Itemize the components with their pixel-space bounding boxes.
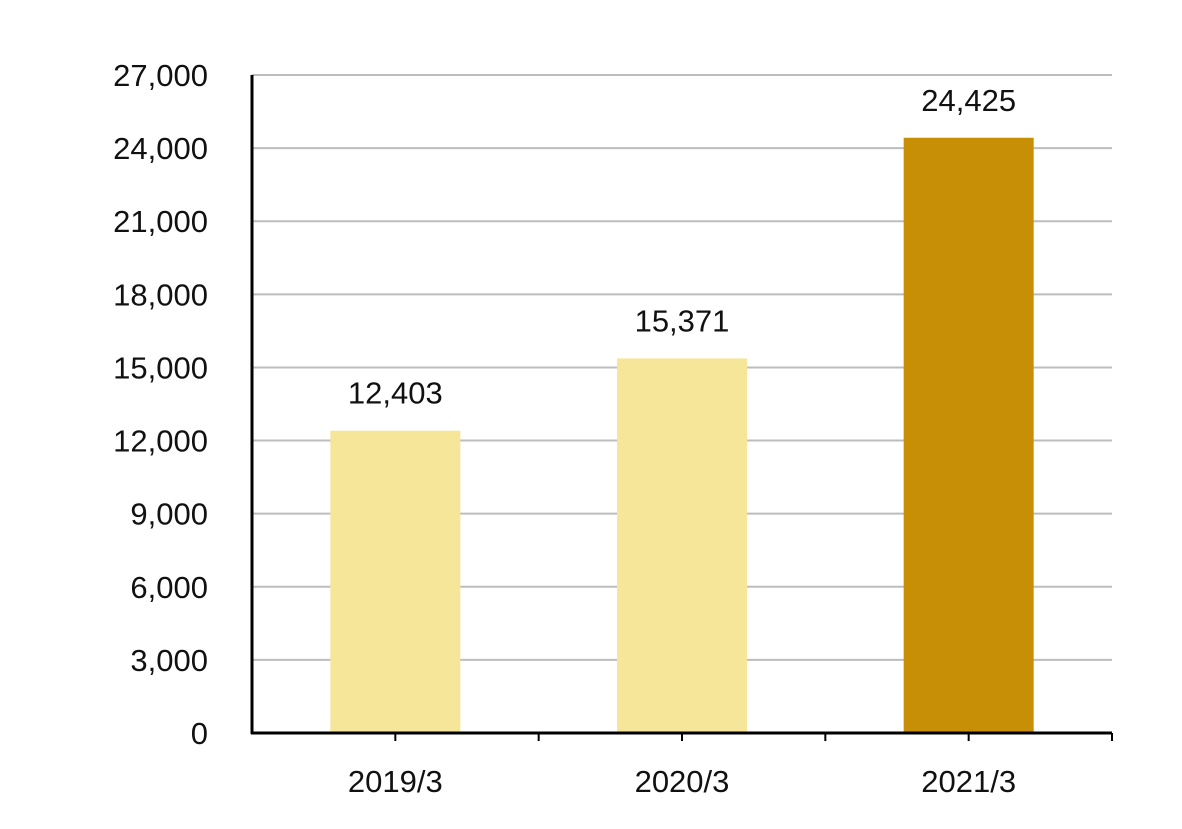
- y-tick-label: 9,000: [130, 497, 208, 532]
- y-tick-label: 24,000: [113, 131, 208, 166]
- axes: [250, 75, 1113, 741]
- x-tick-label: 2019/3: [348, 764, 443, 799]
- data-label: 15,371: [635, 303, 730, 338]
- bar-2021-3: [903, 137, 1034, 733]
- bars: [330, 137, 1034, 733]
- y-tick-label: 6,000: [130, 570, 208, 605]
- y-tick-label: 15,000: [113, 350, 208, 385]
- labels: 0 3,000 6,000 9,000 12,000 15,000 18,000 21,000…: [113, 58, 1016, 799]
- data-label: 12,403: [348, 376, 443, 411]
- y-tick-label: 3,000: [130, 643, 208, 678]
- y-tick-label: 18,000: [113, 277, 208, 312]
- y-tick-label: 21,000: [113, 204, 208, 239]
- data-label: 24,425: [921, 83, 1016, 118]
- y-tick-label: 27,000: [113, 58, 208, 93]
- x-tick-label: 2021/3: [921, 764, 1016, 799]
- y-tick-label: 12,000: [113, 424, 208, 459]
- bar-2019-3: [330, 430, 461, 733]
- x-tick-label: 2020/3: [635, 764, 730, 799]
- bar-2020-3: [617, 358, 747, 733]
- y-tick-label: 0: [191, 716, 208, 751]
